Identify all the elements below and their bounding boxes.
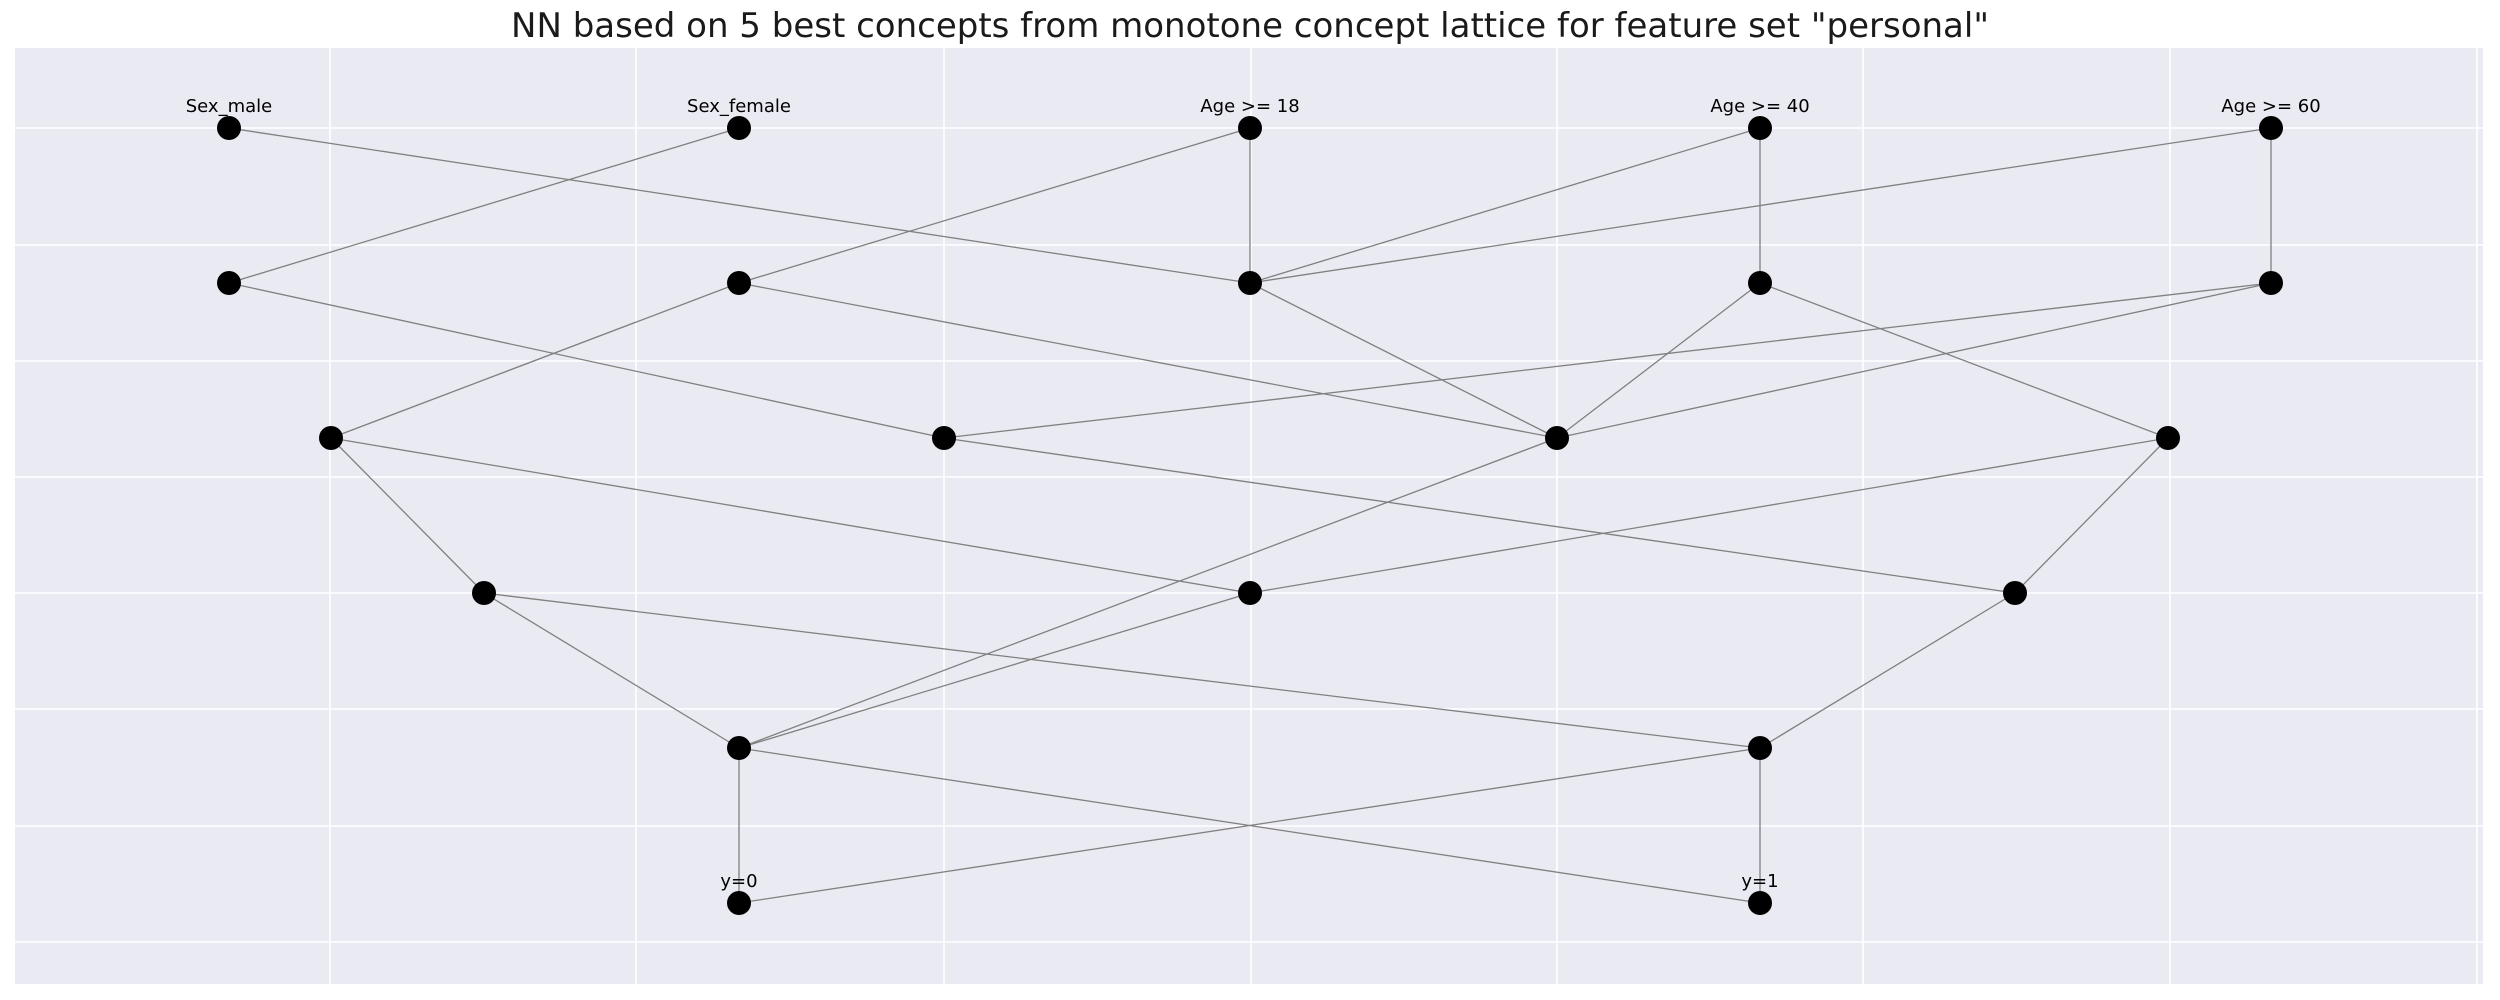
nodes: [217, 116, 2283, 915]
edge-n10-n14: [330, 437, 485, 594]
edge-n1-n5: [228, 127, 740, 284]
node-n18: [1748, 736, 1772, 760]
node-n15: [1238, 581, 1262, 605]
node-n6: [727, 271, 751, 295]
node-n20: [1748, 891, 1772, 915]
diagram-title: NN based on 5 best concepts from monoton…: [511, 6, 1989, 46]
node-n3: [1748, 116, 1772, 140]
edge-n13-n15: [1249, 437, 2169, 594]
node-n4: [2259, 116, 2283, 140]
edges: [228, 127, 2272, 904]
edge-n14-n17: [483, 592, 740, 749]
node-label-n2: Age >= 18: [1200, 96, 1299, 117]
edge-n6-n12: [738, 282, 1558, 439]
node-n13: [2156, 426, 2180, 450]
edge-n9-n11: [943, 282, 2272, 439]
node-labels: Sex_male Sex_female Age >= 18 Age >= 40 Age …: [186, 96, 2321, 892]
edge-n8-n12: [1556, 282, 1761, 439]
node-n17: [727, 736, 751, 760]
edge-n3-n7: [1249, 127, 1761, 284]
node-label-n20: y=1: [1741, 871, 1778, 892]
edge-n16-n18: [1759, 592, 2016, 749]
edge-n15-n17: [738, 592, 1251, 749]
node-n16: [2003, 581, 2027, 605]
edge-n18-n19: [738, 747, 1761, 904]
edge-n2-n6: [738, 127, 1251, 284]
node-n10: [319, 426, 343, 450]
node-n8: [1748, 271, 1772, 295]
plot-area: [15, 48, 2483, 984]
node-n1: [727, 116, 751, 140]
edge-n11-n16: [943, 437, 2016, 594]
edge-n8-n13: [1759, 282, 2169, 439]
node-label-n0: Sex_male: [186, 96, 272, 117]
node-n5: [217, 271, 241, 295]
edge-n4-n7: [1249, 127, 2272, 284]
edge-n12-n17: [738, 437, 1558, 749]
edge-n14-n18: [483, 592, 1761, 749]
edge-n0-n7: [228, 127, 1251, 284]
node-n9: [2259, 271, 2283, 295]
node-label-n4: Age >= 60: [2221, 96, 2320, 117]
edge-n13-n16: [2014, 437, 2169, 594]
node-n11: [932, 426, 956, 450]
node-n7: [1238, 271, 1262, 295]
node-n2: [1238, 116, 1262, 140]
node-label-n19: y=0: [720, 871, 757, 892]
node-n0: [217, 116, 241, 140]
node-label-n3: Age >= 40: [1710, 96, 1809, 117]
node-n12: [1545, 426, 1569, 450]
edge-n7-n12: [1249, 282, 1558, 439]
edge-n6-n10: [330, 282, 740, 439]
node-n14: [472, 581, 496, 605]
edge-n10-n15: [330, 437, 1251, 594]
node-label-n1: Sex_female: [687, 96, 791, 117]
node-n19: [727, 891, 751, 915]
edge-n5-n11: [228, 282, 945, 439]
edge-n9-n12: [1556, 282, 2272, 439]
